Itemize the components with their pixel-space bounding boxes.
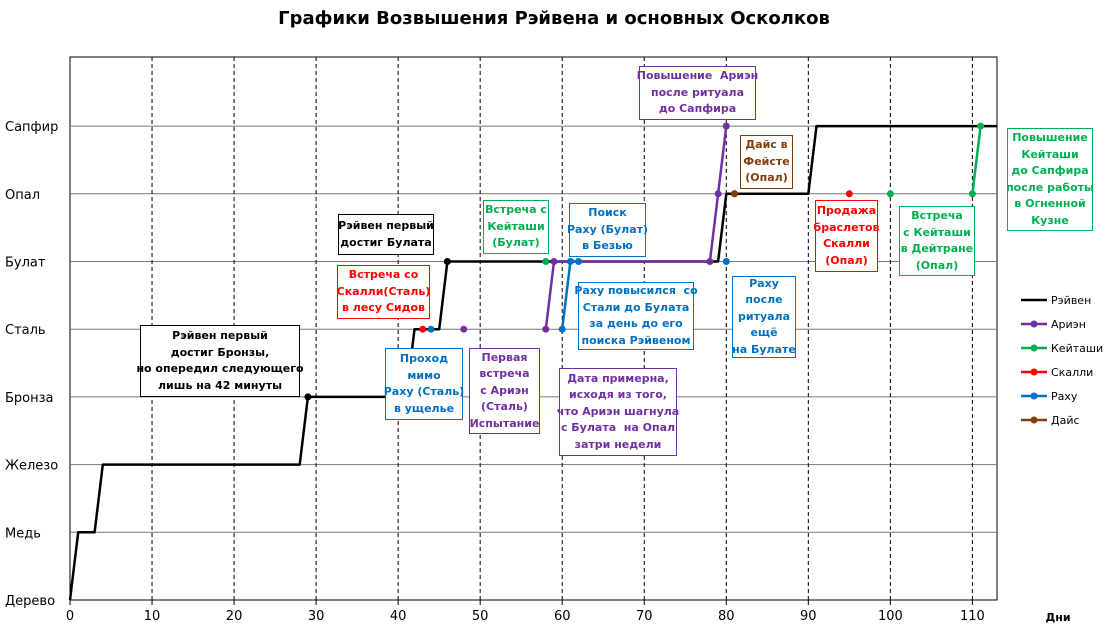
series-point	[886, 190, 894, 198]
annotation-box: Раху повысился со Стали до Булата за ден…	[574, 282, 698, 350]
x-tick-label: 80	[718, 609, 735, 624]
y-category-label: Дерево	[5, 594, 55, 609]
x-tick-label: 60	[554, 609, 571, 624]
annotation-box: Рэйвен первый достиг Бронзы, но опередил…	[136, 325, 304, 397]
series-point	[443, 258, 451, 265]
series-line	[971, 125, 982, 194]
annotation-box: Встреча с Кейташи (Булат)	[483, 200, 549, 254]
annotation-box: Дайс в Фейсте (Опал)	[740, 135, 793, 189]
y-category-label: Сталь	[5, 323, 46, 338]
series-point	[566, 258, 574, 265]
series-point	[722, 258, 730, 265]
legend-label: Раху	[1051, 390, 1078, 403]
annotation-box: Проход мимо Раху (Сталь) в ущелье	[384, 348, 464, 420]
x-tick-label: 10	[144, 609, 161, 624]
series-point	[550, 258, 558, 265]
y-category-label: Сапфир	[5, 120, 58, 135]
legend-label: Кейташи	[1051, 342, 1103, 355]
series-line	[68, 124, 997, 601]
legend-label: Ариэн	[1051, 318, 1086, 331]
series-point	[968, 190, 976, 198]
series-point	[460, 325, 468, 333]
x-tick-label: 90	[800, 609, 817, 624]
annotation-box: Дата примерна, исходя из того, что Ариэн…	[557, 368, 679, 456]
legend-label: Рэйвен	[1051, 294, 1091, 307]
y-category-label: Медь	[5, 526, 41, 541]
chart-title: Графики Возвышения Рэйвена и основных Ос…	[278, 8, 830, 29]
x-tick-label: 100	[878, 609, 903, 624]
annotation-box: Первая встреча с Ариэн (Сталь) Испытание	[469, 348, 540, 434]
x-tick-label: 70	[636, 609, 653, 624]
annotation-box: Повышение Ариэн после ритуала до Сапфира	[637, 66, 758, 120]
series-point	[542, 325, 550, 333]
x-tick-label: 110	[960, 609, 985, 624]
x-tick-label: 50	[472, 609, 489, 624]
legend-swatch-marker	[1030, 392, 1038, 400]
y-category-label: Железо	[5, 459, 58, 474]
series-point	[419, 325, 427, 333]
annotation-box: Продажа браслетов Скалли (Опал)	[814, 200, 879, 272]
x-tick-label: 40	[390, 609, 407, 624]
y-category-label: Опал	[5, 188, 40, 203]
series-point	[977, 122, 985, 130]
legend-swatch-marker	[1030, 368, 1038, 376]
annotation-box: Рэйвен первый достиг Булата	[338, 214, 434, 255]
plot-area-border	[69, 56, 998, 601]
y-category-label: Бронза	[5, 391, 54, 406]
series-point	[542, 258, 550, 265]
series-point	[845, 190, 853, 198]
series-point	[706, 258, 714, 265]
annotation-box: Раху после ритуала ещё на Булате	[732, 276, 796, 358]
series-point	[722, 122, 730, 130]
series-point	[575, 258, 583, 265]
x-tick-label: 0	[66, 609, 74, 624]
legend-label: Скалли	[1051, 366, 1093, 379]
annotation-box: Встреча с Кейташи в Дейтране (Опал)	[899, 206, 975, 276]
series-layer	[68, 122, 997, 601]
series-point	[304, 393, 312, 401]
legend-swatch-marker	[1030, 416, 1038, 424]
y-category-label: Булат	[5, 256, 46, 271]
x-tick-label: 20	[226, 609, 243, 624]
legend-label: Дайс	[1051, 414, 1080, 427]
legend-layer: Рэйвен Ариэн Кейташи Скалли Раху Дайс	[1021, 294, 1103, 427]
annotation-box: Повышение Кейташи до Сапфира после работ…	[1006, 128, 1094, 231]
series-point	[730, 190, 738, 198]
x-tick-label: 30	[308, 609, 325, 624]
series-point	[427, 325, 435, 333]
legend-swatch-marker	[1030, 344, 1038, 352]
axis-layer: Дерево Медь Железо Бронза Сталь Булат Опал Сапф…	[5, 120, 1071, 624]
legend-swatch-marker	[1030, 320, 1038, 328]
series-point	[714, 190, 722, 198]
annotation-box: Встреча со Скалли(Сталь) в лесу Сидов	[337, 265, 430, 319]
annotation-box: Поиск Раху (Булат) в Безью	[567, 203, 648, 257]
series-point	[558, 325, 566, 333]
x-axis-label: Дни	[1045, 611, 1070, 624]
